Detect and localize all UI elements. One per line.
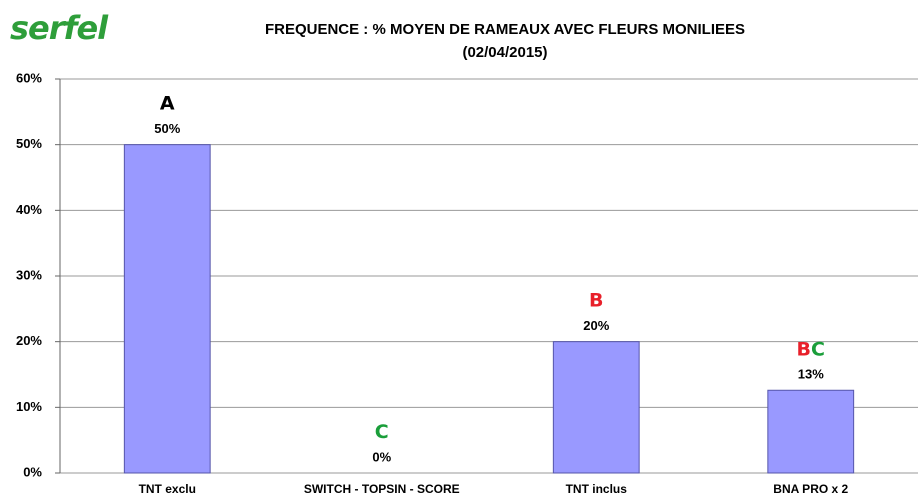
y-tick-label: 0% (23, 464, 42, 479)
x-tick-label: BNA PRO x 2 (773, 482, 848, 496)
logo: serfel (10, 9, 109, 47)
significance-letter: B (797, 338, 811, 360)
significance-letter: C (811, 338, 825, 360)
bar (552, 341, 640, 474)
y-tick-label: 10% (16, 399, 42, 414)
significance-letter: C (375, 421, 389, 443)
significance-label: A (160, 92, 175, 114)
chart-subtitle: (02/04/2015) (462, 44, 547, 61)
value-label: 0% (372, 449, 391, 464)
y-tick-label: 20% (16, 333, 42, 348)
bar (767, 389, 855, 474)
x-tick-label: TNT inclus (566, 482, 628, 496)
y-tick-label: 50% (16, 136, 42, 151)
value-label: 50% (154, 121, 180, 136)
significance-letter: B (589, 289, 603, 311)
value-label: 13% (798, 367, 824, 382)
y-tick-label: 40% (16, 202, 42, 217)
significance-label: BC (797, 338, 825, 360)
bar (123, 144, 211, 474)
value-label: 20% (583, 318, 609, 333)
y-tick-label: 60% (16, 70, 42, 85)
x-tick-label: SWITCH - TOPSIN - SCORE (304, 482, 460, 496)
x-tick-label: TNT exclu (139, 482, 196, 496)
chart-title: FREQUENCE : % MOYEN DE RAMEAUX AVEC FLEU… (265, 21, 745, 38)
significance-letter: A (160, 92, 175, 114)
significance-label: C (375, 421, 389, 443)
y-tick-label: 30% (16, 267, 42, 282)
significance-label: B (589, 289, 603, 311)
